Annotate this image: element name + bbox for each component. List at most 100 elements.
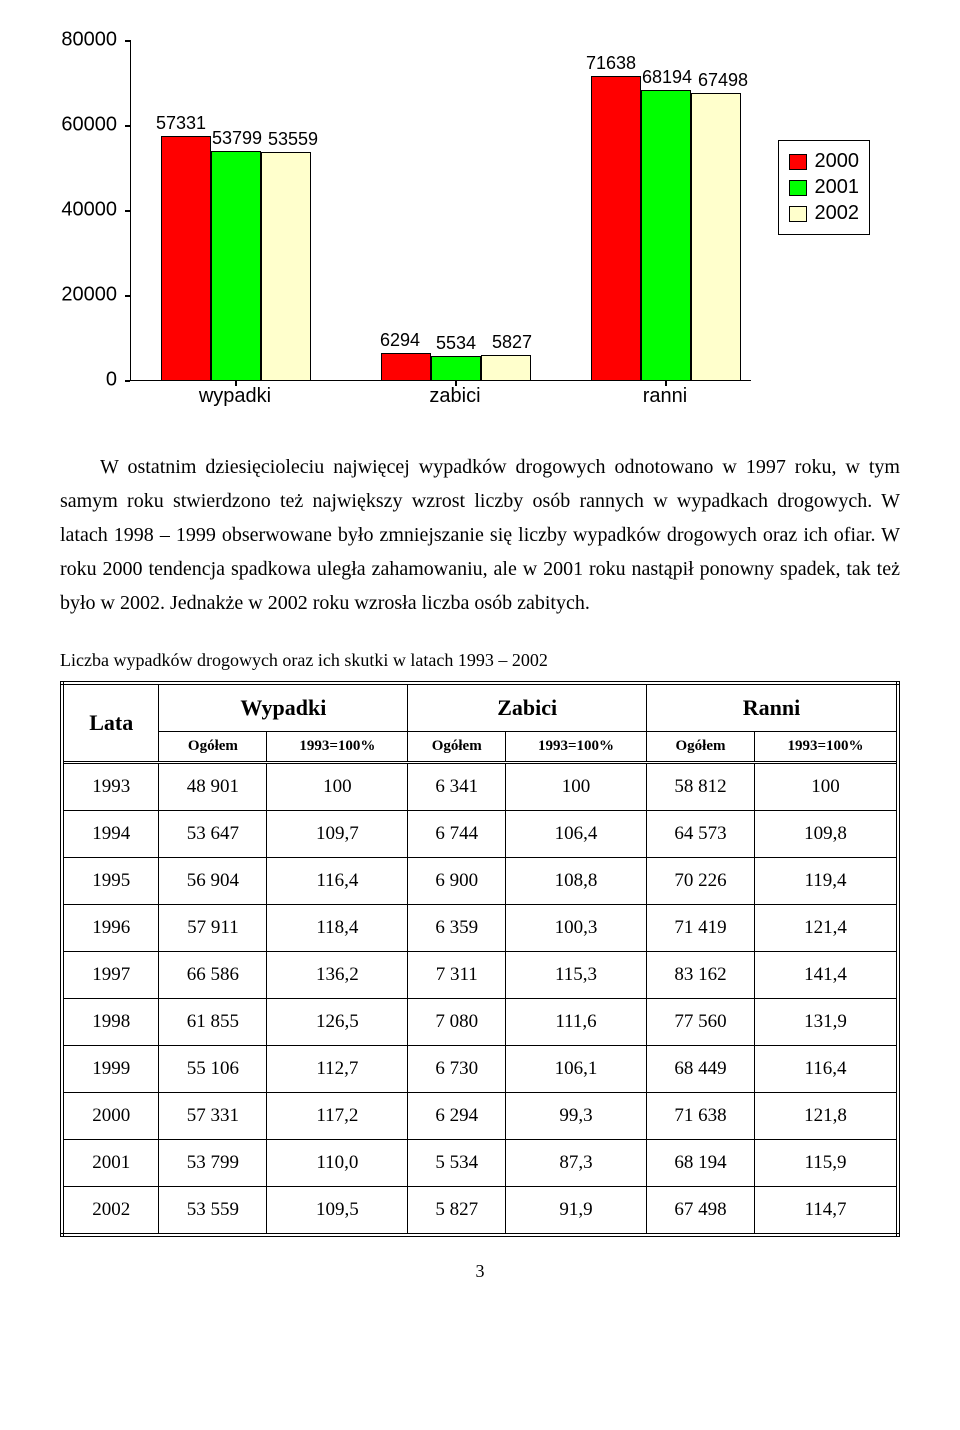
- legend-swatch: [789, 154, 807, 170]
- col-lata: Lata: [62, 683, 159, 763]
- table-cell: 66 586: [159, 952, 267, 999]
- table-cell: 2000: [62, 1093, 159, 1140]
- table-row: 200253 559109,55 82791,967 498114,7: [62, 1187, 898, 1236]
- bar-value-label: 57331: [156, 113, 204, 134]
- legend-label: 2001: [815, 176, 860, 199]
- table-cell: 53 559: [159, 1187, 267, 1236]
- table-cell: 100: [755, 763, 898, 811]
- data-table: Lata Wypadki Zabici Ranni Ogółem 1993=10…: [60, 681, 900, 1237]
- paragraph: W ostatnim dziesięcioleciu najwięcej wyp…: [60, 450, 900, 620]
- table-cell: 110,0: [267, 1140, 408, 1187]
- table-cell: 6 744: [408, 811, 506, 858]
- table-cell: 64 573: [646, 811, 754, 858]
- table-cell: 6 730: [408, 1046, 506, 1093]
- body-text: W ostatnim dziesięcioleciu najwięcej wyp…: [60, 450, 900, 620]
- col-wypadki: Wypadki: [159, 683, 408, 732]
- table-cell: 106,1: [506, 1046, 647, 1093]
- y-tick-label: 20000: [61, 284, 117, 307]
- x-tick-label: zabici: [429, 385, 480, 408]
- table-cell: 116,4: [755, 1046, 898, 1093]
- table-cell: 1997: [62, 952, 159, 999]
- table-cell: 53 799: [159, 1140, 267, 1187]
- bar: 5827: [481, 355, 531, 380]
- legend-item: 2002: [789, 202, 860, 225]
- table-cell: 1993: [62, 763, 159, 811]
- chart-plot: 5733153799535596294553458277163868194674…: [130, 40, 751, 381]
- bar-value-label: 5534: [432, 333, 480, 354]
- sub-head: 1993=100%: [506, 732, 647, 763]
- sub-head: 1993=100%: [267, 732, 408, 763]
- table-cell: 7 311: [408, 952, 506, 999]
- bar: 67498: [691, 93, 741, 380]
- legend-label: 2002: [815, 202, 860, 225]
- table-cell: 70 226: [646, 858, 754, 905]
- table-cell: 91,9: [506, 1187, 647, 1236]
- legend-item: 2000: [789, 150, 860, 173]
- table-cell: 109,8: [755, 811, 898, 858]
- table-cell: 126,5: [267, 999, 408, 1046]
- table-cell: 1996: [62, 905, 159, 952]
- x-tick-label: wypadki: [199, 385, 271, 408]
- col-ranni: Ranni: [646, 683, 898, 732]
- table-cell: 1999: [62, 1046, 159, 1093]
- bar: 6294: [381, 353, 431, 380]
- table-cell: 119,4: [755, 858, 898, 905]
- bar-chart: 020000400006000080000 573315379953559629…: [60, 40, 900, 420]
- sub-head: Ogółem: [408, 732, 506, 763]
- bar: 53559: [261, 152, 311, 380]
- y-tick-label: 40000: [61, 199, 117, 222]
- sub-head: 1993=100%: [755, 732, 898, 763]
- table-cell: 121,4: [755, 905, 898, 952]
- bar: 5534: [431, 356, 481, 380]
- bar: 57331: [161, 136, 211, 380]
- table-cell: 5 827: [408, 1187, 506, 1236]
- y-tick-label: 60000: [61, 114, 117, 137]
- table-cell: 61 855: [159, 999, 267, 1046]
- table-cell: 117,2: [267, 1093, 408, 1140]
- y-tick-label: 80000: [61, 29, 117, 52]
- table-cell: 87,3: [506, 1140, 647, 1187]
- table-cell: 77 560: [646, 999, 754, 1046]
- table-cell: 48 901: [159, 763, 267, 811]
- table-body: 199348 9011006 34110058 812100199453 647…: [62, 763, 898, 1236]
- bar-value-label: 5827: [488, 332, 536, 353]
- y-tick-label: 0: [106, 369, 117, 392]
- table-cell: 53 647: [159, 811, 267, 858]
- table-row: 199657 911118,46 359100,371 419121,4: [62, 905, 898, 952]
- table-cell: 57 911: [159, 905, 267, 952]
- table-row: 200153 799110,05 53487,368 194115,9: [62, 1140, 898, 1187]
- bar-value-label: 53559: [268, 129, 316, 150]
- bar-value-label: 6294: [376, 330, 424, 351]
- table-row: 200057 331117,26 29499,371 638121,8: [62, 1093, 898, 1140]
- table-cell: 68 194: [646, 1140, 754, 1187]
- table-cell: 55 106: [159, 1046, 267, 1093]
- bar-value-label: 68194: [642, 67, 690, 88]
- bar-value-label: 71638: [586, 53, 634, 74]
- table-cell: 116,4: [267, 858, 408, 905]
- bar: 53799: [211, 151, 261, 380]
- table-cell: 68 449: [646, 1046, 754, 1093]
- table-cell: 141,4: [755, 952, 898, 999]
- table-cell: 114,7: [755, 1187, 898, 1236]
- table-cell: 71 638: [646, 1093, 754, 1140]
- table-cell: 6 359: [408, 905, 506, 952]
- table-cell: 57 331: [159, 1093, 267, 1140]
- chart-legend: 2000 2001 2002: [778, 140, 871, 235]
- table-row: 199766 586136,27 311115,383 162141,4: [62, 952, 898, 999]
- table-cell: 71 419: [646, 905, 754, 952]
- x-axis: wypadkizabiciranni: [130, 385, 750, 415]
- table-cell: 6 900: [408, 858, 506, 905]
- table-cell: 5 534: [408, 1140, 506, 1187]
- table-row: 199453 647109,76 744106,464 573109,8: [62, 811, 898, 858]
- y-axis: 020000400006000080000: [60, 40, 125, 380]
- sub-head: Ogółem: [159, 732, 267, 763]
- table-cell: 100,3: [506, 905, 647, 952]
- table-caption: Liczba wypadków drogowych oraz ich skutk…: [60, 650, 900, 671]
- table-row: 199556 904116,46 900108,870 226119,4: [62, 858, 898, 905]
- bar-group: 573315379953559: [161, 136, 311, 380]
- table-cell: 58 812: [646, 763, 754, 811]
- bar-value-label: 53799: [212, 128, 260, 149]
- table-cell: 111,6: [506, 999, 647, 1046]
- table-cell: 109,5: [267, 1187, 408, 1236]
- bar-group: 716386819467498: [591, 76, 741, 380]
